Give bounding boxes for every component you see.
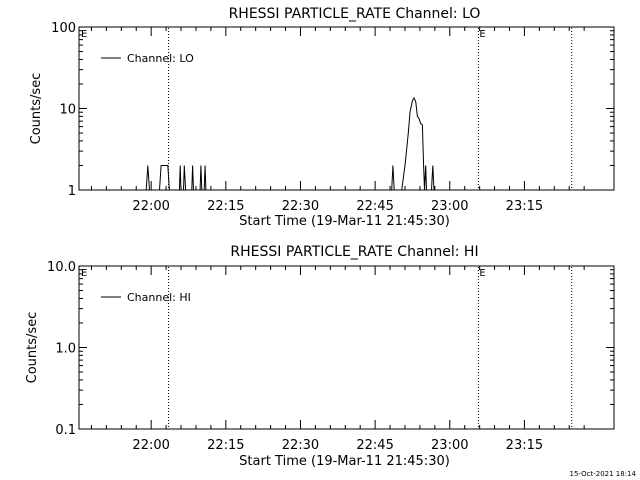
y-tick-label: 10 [59, 103, 76, 118]
y-axis-label: Counts/sec [29, 73, 44, 145]
legend-label: Channel: LO [127, 52, 194, 65]
event-line-label: E [479, 268, 485, 279]
timestamp-footer: 15-Oct-2021 18:14 [570, 470, 637, 478]
series-line [79, 96, 614, 191]
x-axis-label: Start Time (19-Mar-11 21:45:30) [239, 454, 450, 469]
chart-title: RHESSI PARTICLE_RATE Channel: LO [229, 6, 481, 22]
x-tick-label: 22:45 [356, 438, 393, 453]
x-tick-label: 22:00 [132, 199, 169, 214]
y-axis-label: Counts/sec [25, 312, 40, 384]
y-tick-label: 100 [51, 21, 76, 36]
y-tick-label: 1 [68, 184, 76, 199]
y-tick-label: 1.0 [55, 342, 76, 357]
x-tick-label: 22:15 [207, 199, 244, 214]
x-tick-label: 23:00 [431, 438, 468, 453]
x-tick-label: 23:15 [506, 438, 543, 453]
corner-label: E [81, 29, 87, 40]
x-tick-label: 22:00 [132, 438, 169, 453]
x-tick-label: 22:45 [356, 199, 393, 214]
corner-label: E [81, 268, 87, 279]
y-tick-label: 10.0 [47, 260, 76, 275]
x-axis-label: Start Time (19-Mar-11 21:45:30) [239, 214, 450, 229]
x-tick-label: 22:30 [282, 199, 319, 214]
x-tick-label: 22:30 [282, 438, 319, 453]
x-tick-label: 23:15 [506, 199, 543, 214]
legend-label: Channel: HI [127, 291, 191, 304]
y-tick-label: 0.1 [55, 423, 76, 438]
chart-panel-1: RHESSI PARTICLE_RATE Channel: HI 0.1 1.0 10… [25, 244, 615, 469]
event-line-label: E [479, 29, 485, 40]
x-tick-label: 22:15 [207, 438, 244, 453]
x-tick-label: 23:00 [431, 199, 468, 214]
chart-panel-0: RHESSI PARTICLE_RATE Channel: LO 1 10 100 22… [29, 6, 615, 229]
chart-title: RHESSI PARTICLE_RATE Channel: HI [230, 244, 478, 260]
